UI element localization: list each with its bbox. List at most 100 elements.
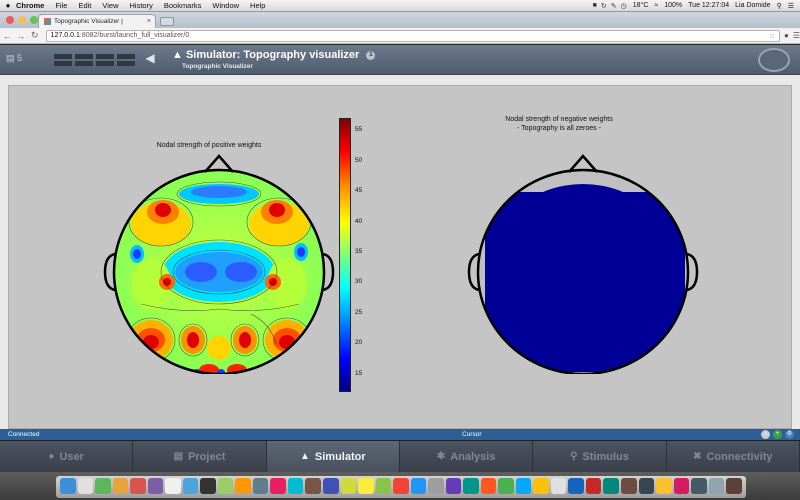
user-name[interactable]: Lia Domide — [735, 2, 771, 9]
dock-app-icon[interactable] — [305, 478, 321, 494]
add-icon[interactable]: + — [773, 430, 782, 439]
dock-app-icon[interactable] — [287, 478, 304, 494]
apple-menu-icon[interactable]: ● — [5, 1, 11, 10]
menu-chrome[interactable]: Chrome — [16, 1, 45, 10]
colorbar-tick-50: 50 — [355, 156, 363, 164]
user-icon: ● — [48, 451, 55, 462]
dock-app-icon[interactable] — [726, 478, 742, 494]
chrome-menu-icon[interactable]: ☰ — [792, 31, 800, 40]
dock-app-icon[interactable] — [147, 478, 164, 494]
menu-view[interactable]: View — [102, 1, 119, 10]
nav-simulator[interactable]: ▲ Simulator — [266, 441, 400, 472]
menu-window[interactable]: Window — [212, 1, 240, 10]
back-icon[interactable]: ◀ — [145, 51, 155, 65]
dropbox-icon[interactable]: ■ — [592, 1, 597, 9]
dock-app-icon[interactable] — [165, 478, 181, 494]
browser-tab[interactable]: Topographic Visualizer | × — [38, 14, 156, 28]
zoom-window-icon[interactable] — [30, 16, 38, 24]
dock-app-icon[interactable] — [77, 478, 94, 494]
dock-app-icon[interactable] — [480, 478, 497, 494]
dock-app-icon[interactable] — [95, 478, 111, 494]
nav-connectivity-label: Connectivity — [706, 450, 773, 463]
nav-user[interactable]: ● User — [0, 441, 134, 472]
dock-app-icon[interactable] — [375, 478, 392, 494]
dock-app-icon[interactable] — [130, 478, 146, 494]
nav-connectivity[interactable]: ✖ Connectivity — [667, 441, 800, 472]
wifi-icon[interactable]: ≈ — [654, 2, 659, 9]
dock-app-icon[interactable] — [708, 478, 725, 494]
brain-icon[interactable] — [758, 48, 790, 72]
dock-app-icon[interactable] — [673, 478, 690, 494]
menu-bookmarks[interactable]: Bookmarks — [163, 1, 202, 10]
minimize-window-icon[interactable] — [18, 16, 26, 24]
dock-app-icon[interactable] — [322, 478, 339, 494]
close-window-icon[interactable] — [6, 16, 14, 24]
dock-app-icon[interactable] — [638, 478, 655, 494]
stimulus-icon: ⚲ — [570, 451, 578, 462]
status-tray-icons[interactable]: ■ ↻ ✎ ◷ — [593, 2, 627, 10]
bookmark-star-icon[interactable]: ☆ — [768, 32, 775, 40]
positive-topography-map — [103, 154, 335, 374]
back-arrow-icon[interactable]: ← — [2, 30, 12, 41]
reload-icon[interactable]: ↻ — [30, 30, 39, 40]
nav-stimulus[interactable]: ⚲ Stimulus — [533, 441, 667, 472]
forward-arrow-icon[interactable]: → — [16, 30, 26, 41]
dock-app-icon[interactable] — [515, 478, 532, 494]
battery-percent[interactable]: 100% — [664, 2, 683, 9]
dock-app-icon[interactable] — [568, 478, 584, 494]
settings-icon[interactable]: ⚙ — [785, 430, 794, 439]
menu-help[interactable]: Help — [250, 1, 266, 10]
dock-app-icon[interactable] — [621, 478, 637, 494]
pen-icon[interactable]: ✎ — [610, 2, 617, 10]
page-subtitle: Topographic Visualizer — [182, 63, 253, 70]
dock-app-icon[interactable] — [550, 478, 567, 494]
dock-app-icon[interactable] — [533, 478, 549, 494]
dock-app-icon[interactable] — [235, 478, 251, 494]
dock-app-icon[interactable] — [270, 478, 286, 494]
dock-app-icon[interactable] — [498, 478, 514, 494]
menu-history[interactable]: History — [129, 1, 153, 10]
timemachine-icon[interactable]: ◷ — [620, 2, 627, 10]
nav-project[interactable]: ▤ Project — [133, 441, 267, 472]
menu-file[interactable]: File — [55, 1, 68, 10]
colorbar-tick-30: 30 — [355, 278, 363, 286]
dock-app-icon[interactable] — [691, 478, 707, 494]
address-bar[interactable]: 127.0.0.1 :8082/burst/launch_full_visual… — [45, 29, 780, 42]
colorbar-tick-20: 20 — [355, 339, 363, 347]
dock-app-icon[interactable] — [358, 478, 374, 494]
dock-app-icon[interactable] — [656, 478, 672, 494]
dock-app-icon[interactable] — [340, 478, 357, 494]
dock-app-icon[interactable] — [428, 478, 444, 494]
dock-app-icon[interactable] — [112, 478, 129, 494]
dock-app-icon[interactable] — [60, 478, 76, 494]
dock-app-icon[interactable] — [410, 478, 427, 494]
nav-analysis[interactable]: ✱ Analysis — [400, 441, 534, 472]
dock-app-icon[interactable] — [445, 478, 462, 494]
menu-edit[interactable]: Edit — [78, 1, 92, 10]
list-icon[interactable]: ☰ — [787, 2, 794, 10]
home-icon[interactable]: ⌂ — [761, 430, 770, 439]
help-badge[interactable]: 1 — [366, 50, 376, 60]
nav-project-label: Project — [188, 450, 226, 463]
dock-app-icon[interactable] — [252, 478, 269, 494]
dock-app-icon[interactable] — [200, 478, 216, 494]
dock-app-icon[interactable] — [182, 478, 199, 494]
colorbar — [339, 118, 351, 392]
close-tab-icon[interactable]: × — [146, 18, 151, 25]
dock-app-icon[interactable] — [603, 478, 619, 494]
dock-app-icon[interactable] — [463, 478, 479, 494]
weather-temperature[interactable]: 18°C — [632, 2, 649, 9]
connectivity-icon: ✖ — [693, 451, 702, 462]
extension-icon[interactable]: ● — [783, 31, 789, 40]
bottom-navigation: ● User ▤ Project ▲ Simulator ✱ Analysis … — [0, 440, 800, 472]
dock-app-icon[interactable] — [217, 478, 234, 494]
new-tab-button[interactable] — [160, 17, 174, 26]
dock-app-icon[interactable] — [393, 478, 409, 494]
project-count[interactable]: ▤ 5 — [6, 53, 30, 67]
clock[interactable]: Tue 12:27:04 — [688, 2, 730, 9]
dock-app-icon[interactable] — [585, 478, 602, 494]
search-icon[interactable]: ⚲ — [776, 2, 782, 10]
sync-icon[interactable]: ↻ — [600, 2, 607, 10]
header-shortcut-group-2 — [54, 61, 135, 66]
